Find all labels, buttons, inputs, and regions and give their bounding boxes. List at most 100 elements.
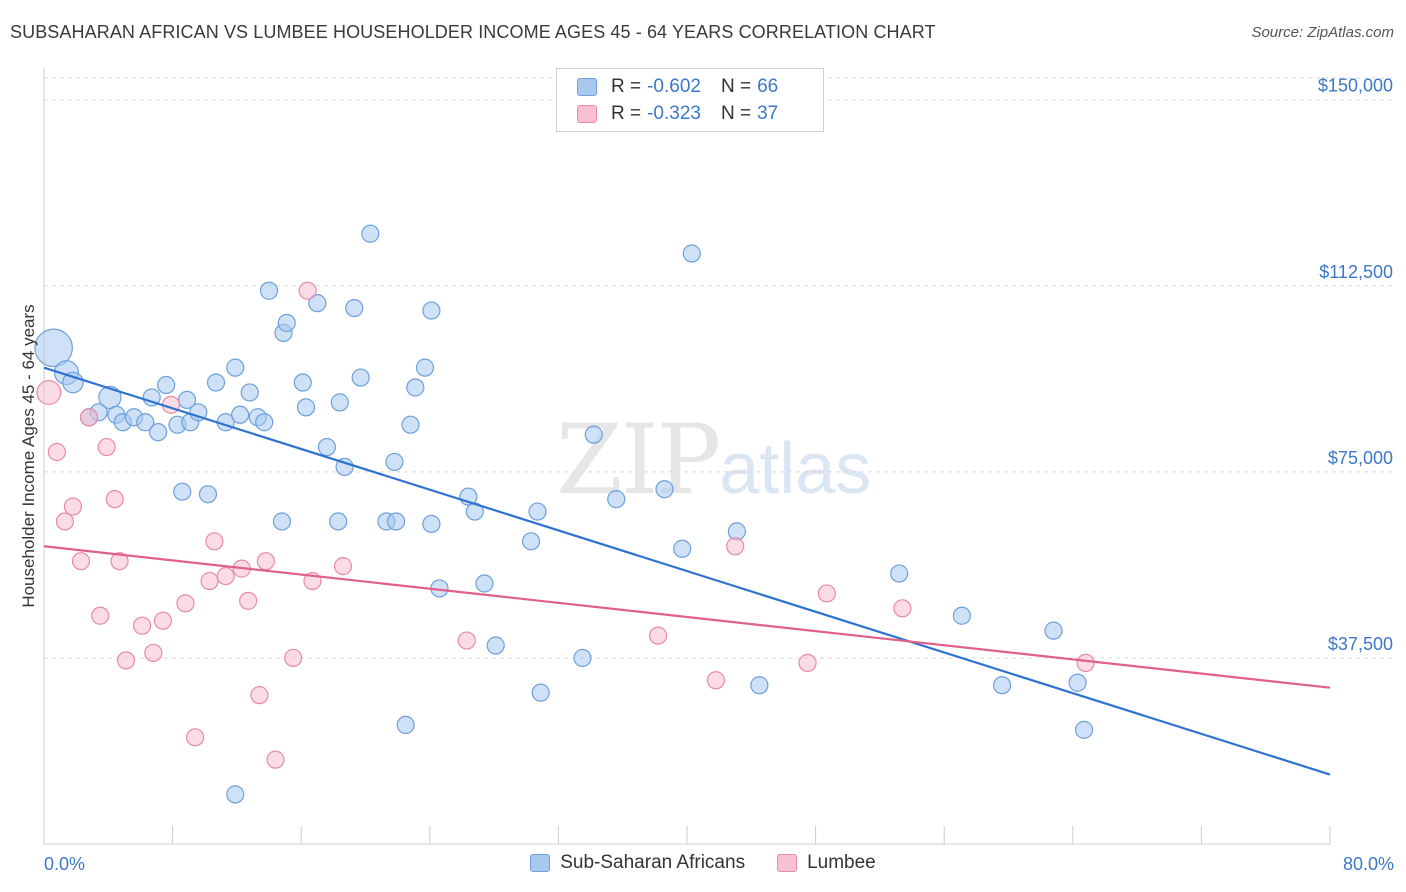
point-subsaharan	[330, 393, 349, 412]
point-lumbee	[266, 750, 285, 769]
point-lumbee	[105, 490, 124, 509]
point-lumbee	[97, 437, 116, 457]
watermark: ZIPatlas	[556, 404, 871, 516]
y-axis-label: Householder Income Ages 45 - 64 years	[19, 304, 38, 607]
point-lumbee	[79, 408, 99, 427]
point-subsaharan	[345, 299, 364, 318]
point-subsaharan	[475, 574, 494, 593]
legend-r-value: -0.323	[647, 103, 701, 124]
y-tick-label: $112,500	[1319, 262, 1393, 282]
point-subsaharan	[655, 480, 674, 499]
point-subsaharan	[157, 375, 176, 395]
watermark-zip: ZIP	[556, 404, 721, 516]
point-subsaharan	[385, 452, 404, 472]
point-lumbee	[176, 594, 195, 613]
point-subsaharan	[992, 676, 1012, 695]
point-subsaharan	[401, 415, 420, 434]
point-lumbee	[817, 584, 836, 603]
point-lumbee	[250, 686, 269, 705]
point-subsaharan	[682, 244, 701, 263]
point-lumbee	[200, 571, 219, 591]
x-tick-label-max: 80.0%	[1343, 854, 1394, 874]
point-subsaharan	[206, 373, 226, 392]
point-subsaharan	[34, 328, 73, 368]
point-subsaharan	[259, 281, 279, 300]
point-subsaharan	[750, 676, 769, 695]
series-legend-subsaharan[interactable]: Sub-Saharan Africans	[530, 852, 745, 874]
point-lumbee	[91, 606, 110, 625]
legend-swatch-lumbee	[577, 105, 597, 123]
point-subsaharan	[293, 373, 312, 392]
legend-r-value: -0.602	[647, 76, 701, 97]
point-subsaharan	[226, 358, 245, 377]
series-swatch-lumbee	[777, 854, 798, 872]
point-subsaharan	[231, 405, 250, 424]
point-subsaharan	[272, 512, 292, 531]
point-subsaharan	[296, 398, 316, 417]
y-tick-label: $75,000	[1328, 448, 1393, 468]
point-lumbee	[1076, 653, 1095, 672]
stats-legend: R = -0.602 N = 66 R = -0.323 N = 37	[556, 68, 824, 132]
legend-n-value: 37	[757, 103, 779, 124]
point-subsaharan	[422, 514, 441, 534]
point-subsaharan	[1068, 673, 1087, 692]
point-lumbee	[153, 611, 173, 630]
point-subsaharan	[673, 539, 692, 558]
trend-line-subsaharan	[43, 366, 1331, 776]
point-subsaharan	[240, 383, 259, 402]
legend-n-label: N =	[720, 76, 752, 97]
point-lumbee	[333, 557, 353, 576]
point-subsaharan	[226, 785, 245, 804]
point-lumbee	[648, 626, 668, 645]
legend-n-value: 66	[757, 76, 779, 97]
point-lumbee	[216, 566, 235, 586]
point-subsaharan	[277, 313, 296, 333]
point-lumbee	[706, 671, 726, 690]
data-points	[34, 224, 1095, 804]
point-subsaharan	[890, 564, 909, 583]
point-lumbee	[63, 497, 83, 516]
watermark-atlas: atlas	[719, 429, 872, 509]
point-lumbee	[36, 379, 62, 405]
point-lumbee	[457, 631, 476, 650]
point-subsaharan	[531, 683, 550, 702]
point-lumbee	[298, 281, 317, 300]
point-lumbee	[116, 651, 136, 670]
point-subsaharan	[142, 388, 161, 407]
point-subsaharan	[189, 403, 208, 422]
point-subsaharan	[173, 482, 192, 501]
point-subsaharan	[528, 502, 547, 521]
legend-row-lumbee: R = -0.323 N = 37	[577, 102, 798, 126]
point-lumbee	[110, 552, 129, 571]
legend-r-label: R =	[611, 76, 642, 97]
point-lumbee	[186, 728, 205, 747]
point-subsaharan	[607, 490, 626, 509]
legend-r-label: R =	[611, 103, 642, 124]
legend-n-label: N =	[720, 103, 752, 124]
point-lumbee	[798, 653, 817, 672]
point-lumbee	[55, 512, 74, 531]
point-subsaharan	[415, 358, 435, 377]
tick-labels: $37,500 $75,000 $112,500 $150,000 0.0% 80.0% H…	[19, 76, 1394, 874]
series-legend-lumbee[interactable]: Lumbee	[777, 852, 876, 874]
point-subsaharan	[351, 368, 370, 387]
point-lumbee	[284, 648, 303, 668]
point-subsaharan	[1074, 720, 1094, 739]
point-subsaharan	[396, 715, 415, 735]
point-lumbee	[726, 537, 745, 556]
chart-title: SUBSAHARAN AFRICAN VS LUMBEE HOUSEHOLDER…	[10, 22, 936, 42]
point-subsaharan	[422, 301, 441, 320]
point-subsaharan	[136, 413, 155, 432]
trend-line-lumbee	[43, 545, 1331, 689]
legend-row-subsaharan: R = -0.602 N = 66	[577, 75, 798, 99]
series-swatch-subsaharan	[530, 854, 551, 872]
legend-swatch-subsaharan	[577, 78, 597, 96]
series-label-subsaharan: Sub-Saharan Africans	[560, 852, 746, 873]
y-tick-label: $37,500	[1328, 634, 1393, 654]
point-subsaharan	[1044, 621, 1063, 640]
point-lumbee	[893, 599, 912, 618]
x-tick-label-min: 0.0%	[44, 854, 85, 874]
point-subsaharan	[584, 425, 603, 444]
point-lumbee	[239, 591, 258, 610]
